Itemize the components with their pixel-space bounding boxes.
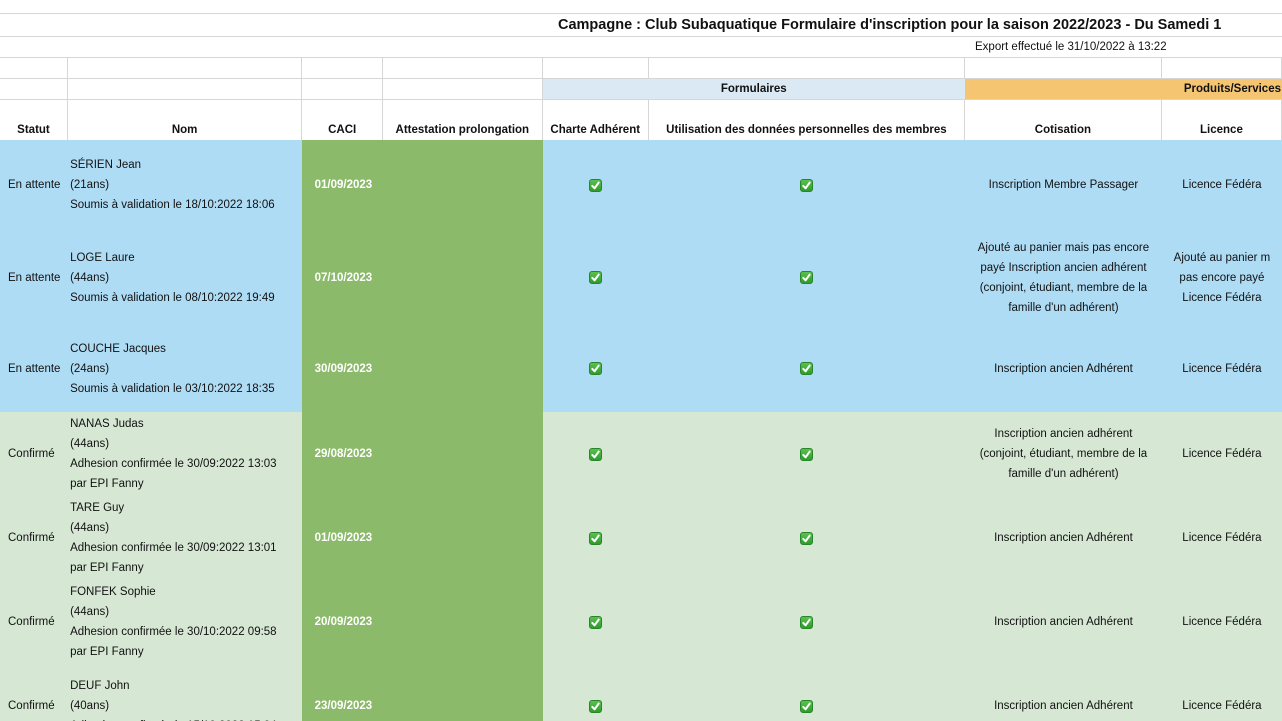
utilisation-checkbox-cell[interactable]: [648, 230, 965, 325]
caci-attestation-cell[interactable]: 29/08/2023: [302, 412, 543, 496]
member-row: En attente COUCHE Jacques (24ans) Soumis…: [0, 325, 1282, 412]
charte-checkbox-cell[interactable]: [542, 325, 649, 412]
caci-attestation-cell[interactable]: 20/09/2023: [302, 580, 543, 664]
group-header-produits-services: Produits/Services: [964, 79, 1282, 99]
title-row: Campagne : Club Subaquatique Formulaire …: [0, 14, 1282, 37]
status-cell[interactable]: Confirmé: [0, 412, 69, 496]
checked-checkbox-icon[interactable]: [800, 531, 814, 545]
licence-cell[interactable]: Licence Fédéra: [1161, 496, 1282, 580]
licence-cell[interactable]: Licence Fédéra: [1161, 664, 1282, 721]
column-header-licence: Licence: [1162, 100, 1282, 140]
export-row: Export effectué le 31/10/2022 à 13:22: [0, 37, 1282, 58]
checked-checkbox-icon[interactable]: [800, 699, 814, 713]
utilisation-checkbox-cell[interactable]: [648, 580, 965, 664]
cotisation-cell[interactable]: Inscription ancien adhérent (conjoint, é…: [964, 412, 1162, 496]
top-spacer: [0, 0, 1282, 14]
column-header-attestation: Attestation prolongation: [383, 100, 543, 140]
name-cell[interactable]: DEUF John (40ans) Adhesion confirmée le …: [68, 664, 303, 721]
status-cell[interactable]: En attente: [0, 230, 69, 325]
checked-checkbox-icon[interactable]: [800, 271, 814, 284]
campaign-title: Campagne : Club Subaquatique Formulaire …: [558, 17, 1222, 33]
licence-cell[interactable]: Licence Fédéra: [1161, 412, 1282, 496]
name-cell[interactable]: COUCHE Jacques (24ans) Soumis à validati…: [68, 325, 303, 412]
charte-checkbox-cell[interactable]: [542, 664, 649, 721]
status-cell[interactable]: En attente: [0, 325, 69, 412]
cotisation-cell[interactable]: Inscription ancien Adhérent: [964, 496, 1162, 580]
export-timestamp: Export effectué le 31/10/2022 à 13:22: [975, 41, 1167, 53]
charte-checkbox-cell[interactable]: [542, 412, 649, 496]
licence-cell[interactable]: Ajouté au panier m pas encore payé Licen…: [1161, 230, 1282, 325]
charte-checkbox-cell[interactable]: [542, 496, 649, 580]
group-header-row: Formulaires Produits/Services: [0, 79, 1282, 100]
cotisation-cell[interactable]: Inscription Membre Passager: [964, 140, 1162, 230]
charte-checkbox-cell[interactable]: [542, 230, 649, 325]
checked-checkbox-icon[interactable]: [589, 699, 603, 713]
cotisation-cell[interactable]: Inscription ancien Adhérent: [964, 664, 1162, 721]
checked-checkbox-icon[interactable]: [800, 615, 814, 629]
cotisation-cell[interactable]: Inscription ancien Adhérent: [964, 325, 1162, 412]
licence-cell[interactable]: Licence Fédéra: [1161, 580, 1282, 664]
column-header-nom: Nom: [68, 100, 303, 140]
charte-checkbox-cell[interactable]: [542, 140, 649, 230]
member-row: En attente SÉRIEN Jean (21ans) Soumis à …: [0, 140, 1282, 230]
column-header-cotisation: Cotisation: [965, 100, 1162, 140]
charte-checkbox-cell[interactable]: [542, 580, 649, 664]
caci-attestation-cell[interactable]: 07/10/2023: [302, 230, 543, 325]
utilisation-checkbox-cell[interactable]: [648, 496, 965, 580]
column-header-utilisation: Utilisation des données personnelles des…: [649, 100, 965, 140]
name-cell[interactable]: LOGE Laure (44ans) Soumis à validation l…: [68, 230, 303, 325]
checked-checkbox-icon[interactable]: [589, 178, 603, 192]
status-cell[interactable]: Confirmé: [0, 664, 69, 721]
member-row: Confirmé TARE Guy (44ans) Adhesion confi…: [0, 496, 1282, 580]
member-row: En attente LOGE Laure (44ans) Soumis à v…: [0, 230, 1282, 325]
licence-cell[interactable]: Licence Fédéra: [1161, 140, 1282, 230]
licence-cell[interactable]: Licence Fédéra: [1161, 325, 1282, 412]
member-row: Confirmé NANAS Judas (44ans) Adhesion co…: [0, 412, 1282, 496]
member-row: Confirmé FONFEK Sophie (44ans) Adhesion …: [0, 580, 1282, 664]
empty-grid-row: [0, 58, 1282, 79]
checked-checkbox-icon[interactable]: [800, 362, 814, 375]
caci-attestation-cell[interactable]: 01/09/2023: [302, 140, 543, 230]
cotisation-cell[interactable]: Ajouté au panier mais pas encore payé In…: [964, 230, 1162, 325]
name-cell[interactable]: SÉRIEN Jean (21ans) Soumis à validation …: [68, 140, 303, 230]
utilisation-checkbox-cell[interactable]: [648, 412, 965, 496]
cotisation-cell[interactable]: Inscription ancien Adhérent: [964, 580, 1162, 664]
utilisation-checkbox-cell[interactable]: [648, 140, 965, 230]
caci-attestation-cell[interactable]: 23/09/2023: [302, 664, 543, 721]
caci-attestation-cell[interactable]: 30/09/2023: [302, 325, 543, 412]
utilisation-checkbox-cell[interactable]: [648, 664, 965, 721]
checked-checkbox-icon[interactable]: [589, 447, 603, 461]
name-cell[interactable]: FONFEK Sophie (44ans) Adhesion confirmée…: [68, 580, 303, 664]
checked-checkbox-icon[interactable]: [800, 447, 814, 461]
checked-checkbox-icon[interactable]: [589, 615, 603, 629]
status-cell[interactable]: Confirmé: [0, 580, 69, 664]
checked-checkbox-icon[interactable]: [589, 531, 603, 545]
utilisation-checkbox-cell[interactable]: [648, 325, 965, 412]
column-header-statut: Statut: [0, 100, 68, 140]
name-cell[interactable]: TARE Guy (44ans) Adhesion confirmée le 3…: [68, 496, 303, 580]
checked-checkbox-icon[interactable]: [800, 178, 814, 192]
caci-attestation-cell[interactable]: 01/09/2023: [302, 496, 543, 580]
column-header-charte: Charte Adhérent: [543, 100, 649, 140]
column-header-caci: CACI: [302, 100, 384, 140]
status-cell[interactable]: En attente: [0, 140, 69, 230]
checked-checkbox-icon[interactable]: [589, 271, 603, 284]
checked-checkbox-icon[interactable]: [589, 362, 603, 375]
name-cell[interactable]: NANAS Judas (44ans) Adhesion confirmée l…: [68, 412, 303, 496]
group-header-formulaires: Formulaires: [542, 79, 965, 99]
status-cell[interactable]: Confirmé: [0, 496, 69, 580]
member-row: Confirmé DEUF John (40ans) Adhesion conf…: [0, 664, 1282, 721]
column-header-row: Statut Nom CACI Attestation prolongation…: [0, 100, 1282, 140]
